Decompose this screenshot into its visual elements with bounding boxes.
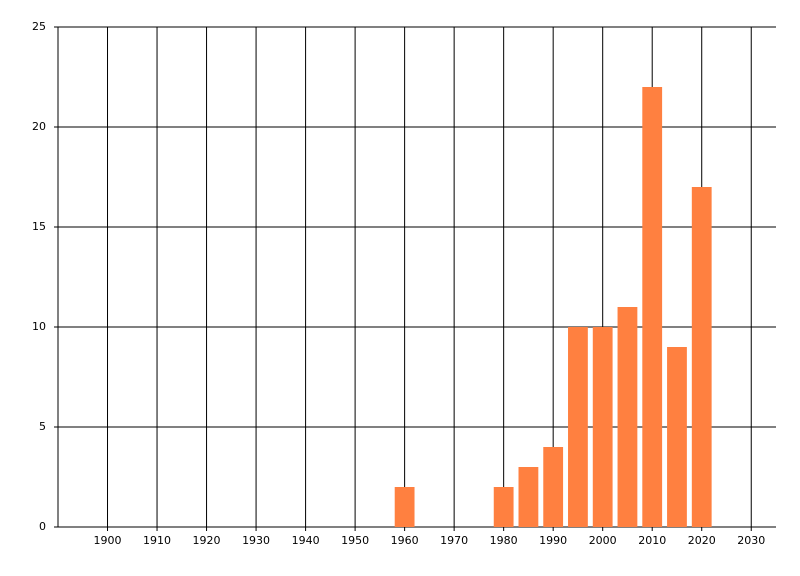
x-tick-label: 1900 (94, 534, 122, 547)
x-tick-label: 1910 (143, 534, 171, 547)
x-tick-label: 1980 (490, 534, 518, 547)
y-tick-label: 15 (32, 220, 46, 233)
bar (592, 327, 613, 527)
x-tick-label: 1930 (242, 534, 270, 547)
x-tick-label: 1970 (440, 534, 468, 547)
bar (543, 447, 564, 527)
x-tick-label: 1960 (391, 534, 419, 547)
bar (617, 307, 638, 527)
x-tick-label: 1920 (193, 534, 221, 547)
y-tick-label: 10 (32, 320, 46, 333)
y-tick-label: 0 (39, 520, 46, 533)
bar (691, 187, 712, 527)
x-tick-label: 2020 (688, 534, 716, 547)
x-tick-label: 2010 (638, 534, 666, 547)
x-tick-label: 2030 (737, 534, 765, 547)
bar (493, 487, 514, 527)
x-tick-label: 2000 (589, 534, 617, 547)
bar (642, 87, 663, 527)
y-tick-label: 20 (32, 120, 46, 133)
x-tick-label: 1950 (341, 534, 369, 547)
y-tick-label: 25 (32, 20, 46, 33)
bar (518, 467, 539, 527)
y-tick-label: 5 (39, 420, 46, 433)
x-tick-label: 1990 (539, 534, 567, 547)
x-tick-label: 1940 (292, 534, 320, 547)
bar (568, 327, 588, 527)
bar (667, 347, 687, 527)
bar (394, 487, 415, 527)
